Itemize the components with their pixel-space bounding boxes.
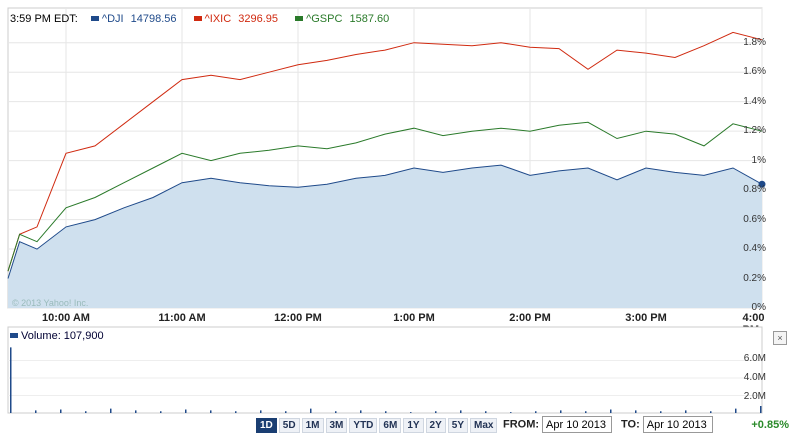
range-ytd-button[interactable]: YTD [349, 418, 378, 433]
volume-bar [10, 347, 12, 413]
x-tick-label: 3:00 PM [625, 312, 667, 324]
from-label: FROM: [503, 418, 540, 431]
volume-bar [410, 412, 412, 413]
collapse-volume-button[interactable]: × [773, 331, 787, 345]
price-chart [7, 7, 766, 309]
volume-tick: 4.0M [743, 372, 766, 383]
range-6m-button[interactable]: 6M [379, 418, 402, 433]
volume-bar [285, 411, 287, 413]
y-tick-label: 1.8% [743, 36, 766, 48]
volume-bar [585, 411, 587, 413]
range-2y-button[interactable]: 2Y [425, 418, 446, 433]
legend-swatch [193, 15, 202, 21]
volume-label: Volume: 107,900 [10, 330, 104, 342]
legend-swatch [90, 15, 99, 21]
y-tick-label: 1.6% [743, 66, 766, 78]
volume-bar [85, 411, 87, 413]
volume-bar [135, 410, 137, 413]
to-date: TO: [621, 416, 713, 433]
volume-bar [35, 410, 37, 413]
y-tick-label: 1.2% [743, 125, 766, 137]
x-tick-label: 1:00 PM [393, 312, 435, 324]
volume-chart [7, 326, 763, 414]
volume-bar [260, 410, 262, 413]
range-5y-button[interactable]: 5Y [447, 418, 469, 433]
volume-bar [310, 408, 312, 413]
y-tick-label: 0.4% [743, 243, 766, 255]
chart-legend: 3:59 PM EDT: ^DJI 14798.56 ^IXIC 3296.95… [10, 13, 397, 25]
legend-time: 3:59 PM EDT: [10, 13, 78, 25]
y-tick-label: 0.2% [743, 272, 766, 284]
range-1d-button[interactable]: 1D [256, 418, 277, 433]
range-3m-button[interactable]: 3M [325, 418, 348, 433]
volume-bar [510, 412, 512, 413]
to-label: TO: [621, 418, 640, 431]
y-tick-label: 0.6% [743, 213, 766, 225]
y-tick-label: 1.4% [743, 95, 766, 107]
range-max-button[interactable]: Max [470, 418, 498, 433]
volume-bar [110, 408, 112, 413]
volume-bar [60, 409, 62, 413]
series-line-dji [7, 164, 763, 279]
legend-item-ixic: ^IXIC 3296.95 [188, 13, 282, 25]
range-1y-button[interactable]: 1Y [403, 418, 424, 433]
volume-bar [335, 411, 337, 413]
volume-bar [460, 410, 462, 413]
volume-bar [610, 409, 612, 413]
y-tick-label: 0.8% [743, 184, 766, 196]
series-line-ixic [7, 31, 763, 272]
legend-item-gspc: ^GSPC 1587.60 [289, 13, 393, 25]
series-area-dji [8, 165, 762, 308]
volume-bar [560, 410, 562, 413]
from-date: FROM: [503, 416, 613, 433]
x-tick-label: 2:00 PM [509, 312, 551, 324]
volume-bar [710, 411, 712, 413]
volume-bar [535, 411, 537, 413]
volume-bar [685, 410, 687, 413]
volume-plot-area [7, 326, 763, 414]
percent-change: +0.85% [751, 419, 789, 431]
volume-bar [435, 411, 437, 413]
x-tick-label: 11:00 AM [158, 312, 206, 324]
volume-bar [185, 409, 187, 413]
volume-bar [360, 410, 362, 413]
range-1m-button[interactable]: 1M [301, 418, 324, 433]
copyright: © 2013 Yahoo! Inc. [12, 298, 89, 308]
x-tick-label: 10:00 AM [42, 312, 90, 324]
volume-bar [735, 408, 737, 413]
volume-bar [235, 411, 237, 413]
volume-bar [160, 411, 162, 413]
volume-tick: 6.0M [743, 353, 766, 364]
volume-bar [660, 411, 662, 413]
range-selector: 1D 5D 1M 3M YTD 6M 1Y 2Y 5Y Max [256, 418, 499, 433]
volume-swatch [10, 332, 18, 338]
volume-bar [485, 411, 487, 413]
volume-bar [635, 410, 637, 413]
volume-bar [385, 411, 387, 413]
y-tick-label: 0% [751, 302, 766, 313]
range-5d-button[interactable]: 5D [278, 418, 300, 433]
legend-swatch [295, 15, 304, 21]
series-line-gspc [7, 121, 763, 272]
legend-item-dji: ^DJI 14798.56 [85, 13, 181, 25]
from-date-input[interactable] [542, 416, 613, 433]
to-date-input[interactable] [642, 416, 713, 433]
series-end-point [758, 180, 766, 188]
volume-bar [210, 410, 212, 413]
volume-bar [760, 406, 762, 413]
y-tick-label: 1% [751, 154, 766, 166]
x-tick-label: 12:00 PM [274, 312, 322, 324]
volume-tick: 2.0M [743, 391, 766, 402]
